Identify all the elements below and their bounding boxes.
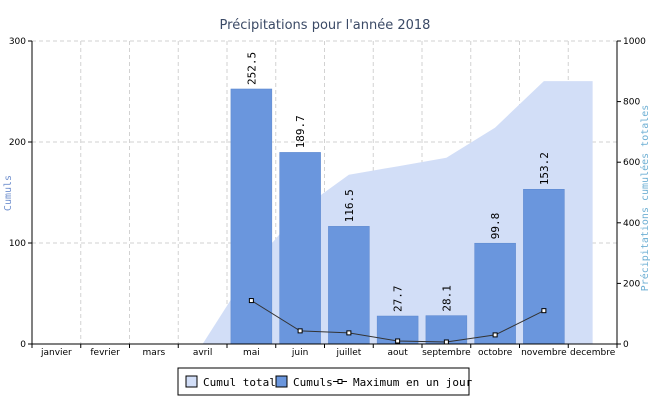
max-marker-juillet xyxy=(346,330,352,336)
x-tick-label-aout: aout xyxy=(387,348,408,358)
x-tick-label-decembre: decembre xyxy=(570,348,616,358)
bar-label-mai: 252.5 xyxy=(245,52,258,85)
bar-label-juillet: 116.5 xyxy=(343,189,356,222)
bar-label-novembre: 153.2 xyxy=(538,152,551,185)
bar-juillet xyxy=(328,226,370,345)
x-tick-label-fevrier: fevrier xyxy=(90,348,120,358)
y2-tick-label: 0 xyxy=(623,340,629,350)
bar-label-septembre: 28.1 xyxy=(440,285,453,312)
y2-tick-label: 1000 xyxy=(623,37,646,47)
y2-tick-label: 800 xyxy=(623,98,640,108)
legend-swatch-cumul-total xyxy=(185,375,198,388)
x-tick-label-mars: mars xyxy=(143,348,166,358)
chart-title: Précipitations pour l'année 2018 xyxy=(220,18,431,33)
legend: Cumul total Cumuls Maximum en un jour xyxy=(177,367,473,396)
legend-box xyxy=(177,367,470,396)
bar-label-aout: 27.7 xyxy=(392,286,405,313)
legend-swatch-cumuls xyxy=(275,375,288,388)
max-line xyxy=(248,298,547,345)
bar-septembre xyxy=(425,315,468,345)
x-tick-label-avril: avril xyxy=(193,348,213,358)
bar-novembre xyxy=(523,189,565,345)
x-tick-label-mai: mai xyxy=(243,348,260,358)
x-tick-label-novembre: novembre xyxy=(521,348,567,358)
y2-axis-label: Précipitations cumulées totales xyxy=(639,105,650,292)
bar-label-octobre: 99.8 xyxy=(489,213,502,240)
x-tick-label-juillet: juillet xyxy=(335,348,361,358)
bar-juin xyxy=(279,152,321,345)
x-tick-label-septembre: septembre xyxy=(422,348,471,358)
y2-tick-label: 400 xyxy=(623,219,640,229)
x-tick-label-janvier: janvier xyxy=(40,348,72,358)
y-tick-label: 300 xyxy=(9,37,26,47)
bar-octobre xyxy=(474,242,516,345)
y-tick-label: 100 xyxy=(9,239,26,249)
max-marker-mai xyxy=(248,298,254,304)
legend-label-cumuls: Cumuls xyxy=(293,376,333,389)
y2-tick-label: 600 xyxy=(623,158,640,168)
legend-label-max: Maximum en un jour xyxy=(353,376,473,389)
x-tick-label-octobre: octobre xyxy=(478,348,513,358)
y-tick-label: 200 xyxy=(9,138,26,148)
max-marker-aout xyxy=(395,338,401,344)
legend-swatch-max-marker xyxy=(337,379,343,384)
bar-labels: 252.5 189.7 116.5 27.7 28.1 99.8 153.2 xyxy=(245,52,551,312)
max-marker-novembre xyxy=(541,308,547,314)
max-marker-septembre xyxy=(443,339,449,345)
y-tick-label: 0 xyxy=(20,340,26,350)
legend-label-cumul-total: Cumul total xyxy=(203,376,276,389)
bar-mai xyxy=(230,88,273,345)
y2-tick-label: 200 xyxy=(623,279,640,289)
bar-label-juin: 189.7 xyxy=(294,115,307,148)
max-marker-octobre xyxy=(492,332,498,338)
max-marker-juin xyxy=(297,328,303,334)
y-axis-label: Cumuls xyxy=(3,175,14,211)
axes: 0 100 200 300 0 200 400 600 800 1000 janvier fevrie… xyxy=(9,37,646,358)
x-tick-label-juin: juin xyxy=(291,348,308,358)
